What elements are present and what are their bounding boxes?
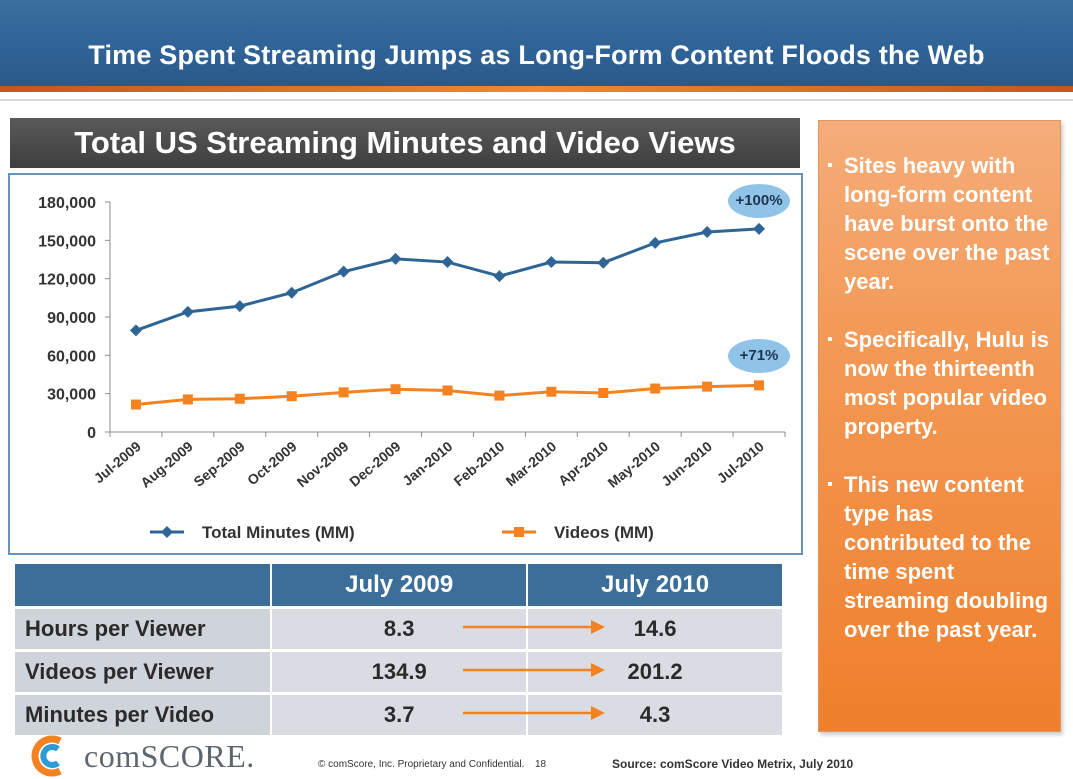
value-2010: 201.2: [528, 652, 782, 692]
x-tick-label: Apr-2010: [555, 438, 611, 489]
y-tick-label: 120,000: [38, 272, 96, 289]
table-corner: [15, 564, 271, 606]
data-point: [181, 305, 194, 318]
legend-label: Videos (MM): [554, 523, 654, 542]
y-tick-label: 30,000: [47, 387, 96, 404]
arrow-right-icon: [463, 620, 605, 634]
growth-arrows: [463, 620, 605, 720]
y-tick-label: 0: [87, 425, 96, 442]
table-row: Videos per Viewer 134.9 201.2: [15, 652, 782, 692]
source-note: Source: comScore Video Metrix, July 2010: [612, 757, 854, 771]
data-point: [598, 388, 609, 399]
bullet-text: Sites heavy with long-form content have …: [844, 153, 1050, 294]
x-tick-label: May-2010: [605, 438, 664, 491]
data-point: [338, 387, 349, 398]
data-point: [441, 256, 454, 269]
y-tick-label: 180,000: [38, 195, 96, 212]
page-title: Time Spent Streaming Jumps as Long-Form …: [88, 40, 985, 70]
data-point: [754, 380, 765, 391]
table-row: Minutes per Video 3.7 4.3: [15, 695, 782, 735]
data-point: [702, 381, 713, 392]
page-number: 18: [535, 759, 547, 770]
data-point: [597, 256, 610, 269]
data-point: [494, 390, 505, 401]
data-point: [442, 385, 453, 396]
comscore-logo-icon: [31, 735, 62, 777]
title-bar: Time Spent Streaming Jumps as Long-Form …: [0, 0, 1073, 92]
data-point: [182, 394, 193, 405]
annotation-badge-videos: +71%: [728, 339, 790, 373]
value-2010: 14.6: [528, 609, 782, 649]
data-point: [233, 300, 246, 313]
data-point: [390, 384, 401, 395]
bullet-text: This new content type has contributed to…: [844, 472, 1049, 642]
row-label: Minutes per Video: [15, 695, 271, 735]
table-header-row: July 2009 July 2010: [15, 564, 782, 606]
key-points-panel: ▪ Sites heavy with long-form content have…: [818, 120, 1061, 732]
x-tick-label: Aug-2009: [137, 438, 196, 491]
y-tick-label: 90,000: [47, 310, 96, 327]
data-point: [493, 270, 506, 283]
square-bullet-icon: ▪: [827, 476, 833, 493]
x-tick-label: Dec-2009: [346, 438, 404, 490]
value-2009: 134.9: [272, 652, 527, 692]
square-bullet-icon: ▪: [827, 331, 833, 348]
x-tick-label: Jul-2010: [714, 438, 767, 486]
y-tick-label: 60,000: [47, 348, 96, 365]
value-2009: 3.7: [272, 695, 527, 735]
chart-title: Total US Streaming Minutes and Video Vie…: [10, 118, 800, 168]
data-point: [286, 391, 297, 402]
bullet-text: Specifically, Hulu is now the thirteenth…: [844, 327, 1049, 439]
x-tick-label: Oct-2009: [244, 438, 300, 488]
x-tick-label: Jan-2010: [399, 438, 455, 489]
stats-table: July 2009 July 2010 Hours per Viewer 8.3…: [13, 561, 784, 738]
key-points-list: ▪ Sites heavy with long-form content have…: [819, 121, 1060, 644]
data-point: [701, 226, 714, 239]
divider: [0, 99, 1073, 101]
data-point: [650, 383, 661, 394]
table-row: Hours per Viewer 8.3 14.6: [15, 609, 782, 649]
x-tick-label: Sep-2009: [190, 438, 248, 490]
data-point: [337, 265, 350, 278]
data-point: [546, 386, 557, 397]
list-item: ▪ Sites heavy with long-form content have…: [827, 151, 1054, 296]
legend-marker: [514, 527, 524, 537]
line-chart: 0 30,000 60,000 90,000 120,000 150,000 180,000…: [38, 195, 786, 542]
annotation-badge-minutes: +100%: [728, 184, 790, 218]
value-2010: 4.3: [528, 695, 782, 735]
data-point: [130, 399, 141, 410]
list-item: ▪ This new content type has contributed t…: [827, 470, 1054, 644]
x-tick-label: Jun-2010: [658, 438, 715, 489]
data-point: [129, 324, 142, 337]
x-tick-label: Jul-2009: [91, 438, 144, 486]
x-tick-label: Feb-2010: [451, 438, 508, 489]
series-line: [135, 227, 760, 332]
data-point: [234, 393, 245, 404]
data-point: [545, 256, 558, 269]
row-label: Videos per Viewer: [15, 652, 271, 692]
copyright-text: © comScore, Inc. Proprietary and Confide…: [318, 759, 525, 770]
column-header-2010: July 2010: [528, 564, 782, 606]
row-label: Hours per Viewer: [15, 609, 271, 649]
legend-label: Total Minutes (MM): [202, 523, 355, 542]
arrow-right-icon: [463, 706, 605, 720]
value-2009: 8.3: [272, 609, 527, 649]
chart-frame: 0 30,000 60,000 90,000 120,000 150,000 180,000…: [8, 173, 803, 555]
data-point: [389, 252, 402, 265]
legend-marker: [161, 526, 173, 538]
square-bullet-icon: ▪: [827, 157, 833, 174]
column-header-2009: July 2009: [272, 564, 527, 606]
data-point: [285, 286, 298, 299]
list-item: ▪ Specifically, Hulu is now the thirteent…: [827, 325, 1054, 441]
x-tick-label: Nov-2009: [294, 438, 352, 490]
data-point: [753, 222, 766, 235]
brand-wordmark: comSCORE.: [84, 738, 255, 774]
x-tick-label: Mar-2010: [502, 438, 559, 489]
data-point: [649, 236, 662, 249]
arrow-right-icon: [463, 663, 605, 677]
y-tick-label: 150,000: [38, 233, 96, 250]
